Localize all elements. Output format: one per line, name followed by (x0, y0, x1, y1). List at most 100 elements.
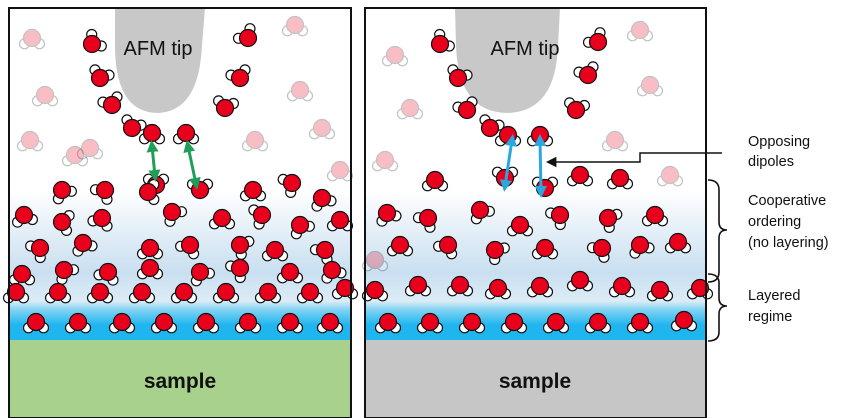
water-molecule (89, 180, 115, 205)
water-molecule (208, 208, 236, 230)
faint-water-molecule (396, 98, 424, 120)
water-molecule (458, 312, 486, 334)
water-molecule (254, 282, 282, 304)
water-molecule (526, 276, 554, 298)
faint-water-molecule (18, 28, 46, 50)
right-dipole-arrows (499, 134, 547, 198)
water-molecule (52, 210, 75, 236)
faint-water-molecule (308, 118, 336, 140)
left-water-molecules (2, 15, 359, 334)
faint-water-molecule (76, 138, 104, 160)
water-molecule (22, 312, 50, 334)
water-molecule (331, 278, 359, 300)
water-molecule (2, 282, 30, 304)
water-molecule (128, 282, 156, 304)
water-molecule (162, 202, 188, 227)
water-molecule (485, 240, 510, 266)
water-molecule (598, 208, 623, 233)
water-molecule (277, 173, 302, 198)
cooperative-ordering-label: Cooperative ordering (no layering) (748, 193, 830, 251)
faint-water-molecule (31, 85, 59, 107)
left-dipole-arrows (146, 140, 201, 190)
water-molecule (136, 258, 164, 280)
water-molecule (386, 235, 414, 257)
water-molecule (586, 238, 612, 263)
faint-water-molecule (601, 130, 629, 152)
faint-water-molecule (286, 80, 314, 102)
water-molecule (664, 232, 692, 254)
water-molecule (239, 180, 267, 202)
water-molecule (430, 28, 455, 54)
water-molecule (225, 258, 250, 284)
right-panel: AFM tip sample (361, 7, 714, 418)
water-molecule (213, 95, 239, 118)
water-molecule (566, 270, 594, 292)
water-molecule (54, 260, 80, 285)
opposing-dipoles-label: Opposing dipoles (748, 134, 814, 170)
water-molecule (531, 238, 559, 260)
water-molecule (121, 114, 147, 138)
left-panel-frame (8, 7, 352, 418)
water-molecule (608, 276, 636, 298)
water-molecule (93, 262, 119, 286)
faint-water-molecule (636, 75, 664, 97)
water-molecule (506, 215, 534, 237)
water-molecule (470, 200, 495, 225)
water-molecule (404, 275, 432, 297)
water-molecule (87, 208, 113, 232)
layered-regime-label: Layered regime (748, 288, 804, 325)
faint-water-molecule (371, 150, 399, 172)
water-molecule (421, 170, 449, 192)
water-molecule (374, 312, 402, 334)
water-molecule (64, 312, 92, 334)
faint-water-molecule (326, 160, 354, 182)
faint-water-molecule (281, 15, 309, 37)
right-sample-label: sample (499, 370, 571, 393)
water-molecule (416, 312, 444, 334)
left-dipole-arrow-2 (183, 140, 201, 190)
water-molecule (290, 215, 315, 240)
water-molecule (376, 203, 402, 227)
water-molecule (72, 233, 98, 257)
water-molecule (646, 280, 674, 302)
faint-water-molecule (16, 130, 44, 152)
right-panel-frame (364, 7, 707, 418)
right-dipole-arrow-2 (534, 134, 547, 198)
water-molecule (150, 312, 178, 334)
water-molecule (545, 205, 570, 231)
water-molecule (606, 168, 634, 190)
water-molecule (670, 310, 698, 332)
right-sample-block (365, 340, 706, 418)
water-molecule (97, 91, 123, 115)
water-molecule (321, 260, 347, 284)
water-molecule (230, 235, 255, 260)
water-molecule (484, 278, 512, 300)
left-tip-label: AFM tip (124, 38, 193, 60)
water-molecule (447, 64, 473, 88)
water-molecule (192, 312, 220, 334)
faint-water-molecule (241, 130, 269, 152)
water-molecule (108, 312, 136, 334)
water-molecule (276, 262, 304, 284)
water-molecule (261, 240, 289, 262)
water-molecule (479, 114, 505, 138)
water-molecule (563, 97, 591, 120)
faint-water-molecule (61, 145, 89, 167)
water-molecule (212, 282, 240, 304)
cooperative-ordering-brace (707, 179, 728, 283)
water-molecule (626, 312, 654, 334)
water-molecule (89, 64, 115, 88)
opposing-dipoles-pointer (545, 152, 722, 168)
faint-water-molecule (626, 20, 654, 42)
water-molecule (248, 204, 272, 230)
water-molecule (232, 23, 258, 48)
water-molecule (276, 312, 304, 334)
water-molecule (361, 280, 389, 302)
left-sample-label: sample (144, 370, 216, 393)
water-molecule (234, 312, 262, 334)
water-molecule (582, 27, 608, 52)
water-molecule (44, 282, 72, 304)
water-molecule (452, 96, 478, 120)
right-afm-tip (455, 8, 560, 113)
